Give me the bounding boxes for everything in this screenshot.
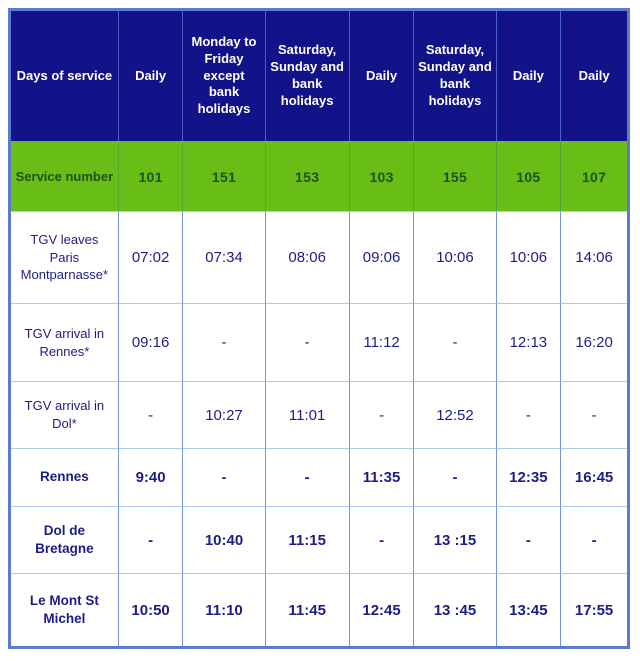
time-cell: 09:16: [117, 303, 183, 381]
time-cell: 17:55: [560, 573, 627, 646]
time-cell: -: [264, 448, 349, 506]
column-header-cell: Daily: [560, 11, 627, 141]
time-cell: 11:15: [264, 506, 349, 573]
time-cell: 12:45: [348, 573, 414, 646]
time-cell: 11:01: [264, 381, 349, 448]
time-cell: 13 :45: [413, 573, 496, 646]
time-cell: 10:40: [182, 506, 265, 573]
service-number-cell: 151: [182, 141, 265, 211]
row-label: Rennes: [11, 448, 118, 506]
time-cell: 11:10: [182, 573, 265, 646]
service-number-cell: 101: [117, 141, 183, 211]
row-label: Le Mont St Michel: [11, 573, 118, 646]
column-header-cell: Saturday, Sunday and bank holidays: [413, 11, 496, 141]
column-header-cell: Monday to Friday except bank holidays: [182, 11, 265, 141]
timetable-row: Le Mont St Michel 10:50 11:10 11:45 12:45 13 …: [11, 573, 627, 646]
time-cell: -: [348, 506, 414, 573]
time-cell: -: [560, 506, 627, 573]
timetable-row: Rennes 9:40- -11:35-12:35 16:45: [11, 448, 627, 506]
time-cell: 13 :15: [413, 506, 496, 573]
time-cell: 12:13: [495, 303, 561, 381]
time-cell: 16:45: [560, 448, 627, 506]
time-cell: -: [117, 506, 183, 573]
time-cell: 10:27: [182, 381, 265, 448]
row-label: TGV arrival in Dol*: [11, 381, 118, 448]
time-cell: 12:52: [413, 381, 496, 448]
time-cell: -: [413, 448, 496, 506]
time-cell: 16:20: [560, 303, 627, 381]
row-label: TGV leaves Paris Montparnasse*: [11, 211, 118, 303]
time-cell: -: [348, 381, 414, 448]
service-number-row: Service number 101 151 153 103 155 105 107: [11, 141, 627, 211]
time-cell: 11:35: [348, 448, 414, 506]
timetable-row: TGV leaves Paris Montparnasse* 07:02 07:34…: [11, 211, 627, 303]
time-cell: 12:35: [495, 448, 561, 506]
column-header-cell: Daily: [117, 11, 183, 141]
service-number-cell: 107: [560, 141, 627, 211]
time-cell: -: [560, 381, 627, 448]
time-cell: -: [182, 303, 265, 381]
time-cell: 14:06: [560, 211, 627, 303]
row-label: TGV arrival in Rennes*: [11, 303, 118, 381]
timetable-row: Dol de Bretagne -10:40 11:15-13 :15- -: [11, 506, 627, 573]
time-cell: -: [117, 381, 183, 448]
time-cell: 07:02: [117, 211, 183, 303]
time-cell: 09:06: [348, 211, 414, 303]
column-header-cell: Saturday, Sunday and bank holidays: [264, 11, 349, 141]
time-cell: -: [495, 506, 561, 573]
corner-header-cell: Days of service: [11, 11, 118, 141]
time-cell: 10:06: [495, 211, 561, 303]
service-number-cell: 153: [264, 141, 349, 211]
timetable-row: TGV arrival in Dol* -10:27 11:01-12:52- -: [11, 381, 627, 448]
column-header-cell: Daily: [348, 11, 414, 141]
time-cell: 13:45: [495, 573, 561, 646]
time-cell: 11:12: [348, 303, 414, 381]
time-cell: -: [182, 448, 265, 506]
time-cell: 10:06: [413, 211, 496, 303]
column-header-cell: Daily: [495, 11, 561, 141]
time-cell: 07:34: [182, 211, 265, 303]
row-label: Dol de Bretagne: [11, 506, 118, 573]
service-number-cell: 105: [495, 141, 561, 211]
service-number-cell: 103: [348, 141, 414, 211]
service-number-cell: 155: [413, 141, 496, 211]
time-cell: -: [495, 381, 561, 448]
time-cell: -: [264, 303, 349, 381]
time-cell: 9:40: [117, 448, 183, 506]
timetable-row: TGV arrival in Rennes* 09:16- -11:12-12:13…: [11, 303, 627, 381]
timetable-body: Service number 101 151 153 103 155 105 107 TGV l…: [11, 141, 627, 646]
time-cell: 10:50: [117, 573, 183, 646]
time-cell: -: [413, 303, 496, 381]
time-cell: 08:06: [264, 211, 349, 303]
header-row: Days of service Daily Monday to Friday ex…: [11, 11, 627, 141]
train-timetable: Days of service Daily Monday to Friday ex…: [8, 8, 630, 649]
time-cell: 11:45: [264, 573, 349, 646]
row-label: Service number: [11, 141, 118, 211]
